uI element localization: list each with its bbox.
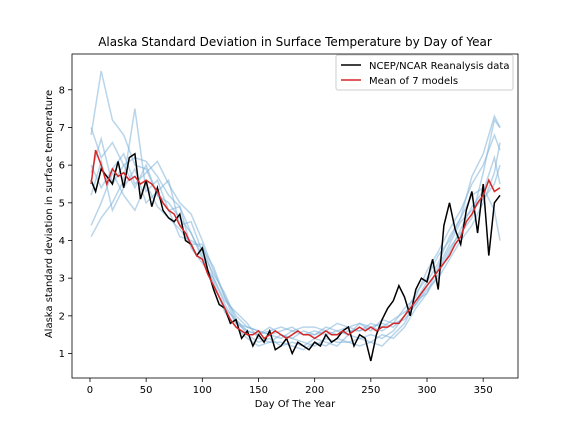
plot-frame <box>71 53 519 379</box>
model-series-line-2 <box>90 108 501 347</box>
y-tick-label: 4 <box>59 236 65 247</box>
x-tick-label: 0 <box>87 385 93 396</box>
x-axis-label: Day Of The Year <box>255 399 336 410</box>
x-tick-label: 350 <box>474 385 493 396</box>
y-tick-label: 5 <box>59 198 65 209</box>
x-tick-label: 300 <box>417 385 436 396</box>
axes-layer <box>71 53 519 379</box>
chart-title: Alaska Standard Deviation in Surface Tem… <box>98 35 492 49</box>
model-series-line-5 <box>90 132 501 336</box>
x-tick-label: 200 <box>305 385 324 396</box>
legend-box <box>335 54 514 91</box>
model-series-line-6 <box>90 114 501 351</box>
model-series-line-3 <box>90 142 501 336</box>
model-series-layer <box>90 70 501 351</box>
x-tick-label: 150 <box>249 385 268 396</box>
legend: NCEP/NCAR Reanalysis data Mean of 7 mode… <box>335 54 514 91</box>
y-tick-label: 2 <box>59 311 65 322</box>
y-tick-label: 8 <box>59 85 65 96</box>
y-tick-label: 3 <box>59 274 65 285</box>
legend-label-model-mean: Mean of 7 models <box>369 76 458 87</box>
model-series-line-4 <box>90 158 501 347</box>
y-tick-label: 1 <box>59 349 65 360</box>
y-tick-label: 7 <box>59 123 65 134</box>
series-layer <box>90 149 501 362</box>
x-tick-label: 100 <box>193 385 212 396</box>
y-axis-label: Alaska standard deviation in surface tem… <box>44 90 55 338</box>
ticks-layer: 0 50 100 150 200 250 300 350 1 2 3 4 5 6 7 8 <box>59 85 493 396</box>
y-tick-label: 6 <box>59 161 65 172</box>
series-line-model-mean <box>90 149 501 340</box>
series-line-ncep <box>90 152 501 362</box>
legend-label-ncep: NCEP/NCAR Reanalysis data <box>369 61 509 72</box>
x-tick-label: 250 <box>361 385 380 396</box>
x-tick-label: 50 <box>140 385 153 396</box>
